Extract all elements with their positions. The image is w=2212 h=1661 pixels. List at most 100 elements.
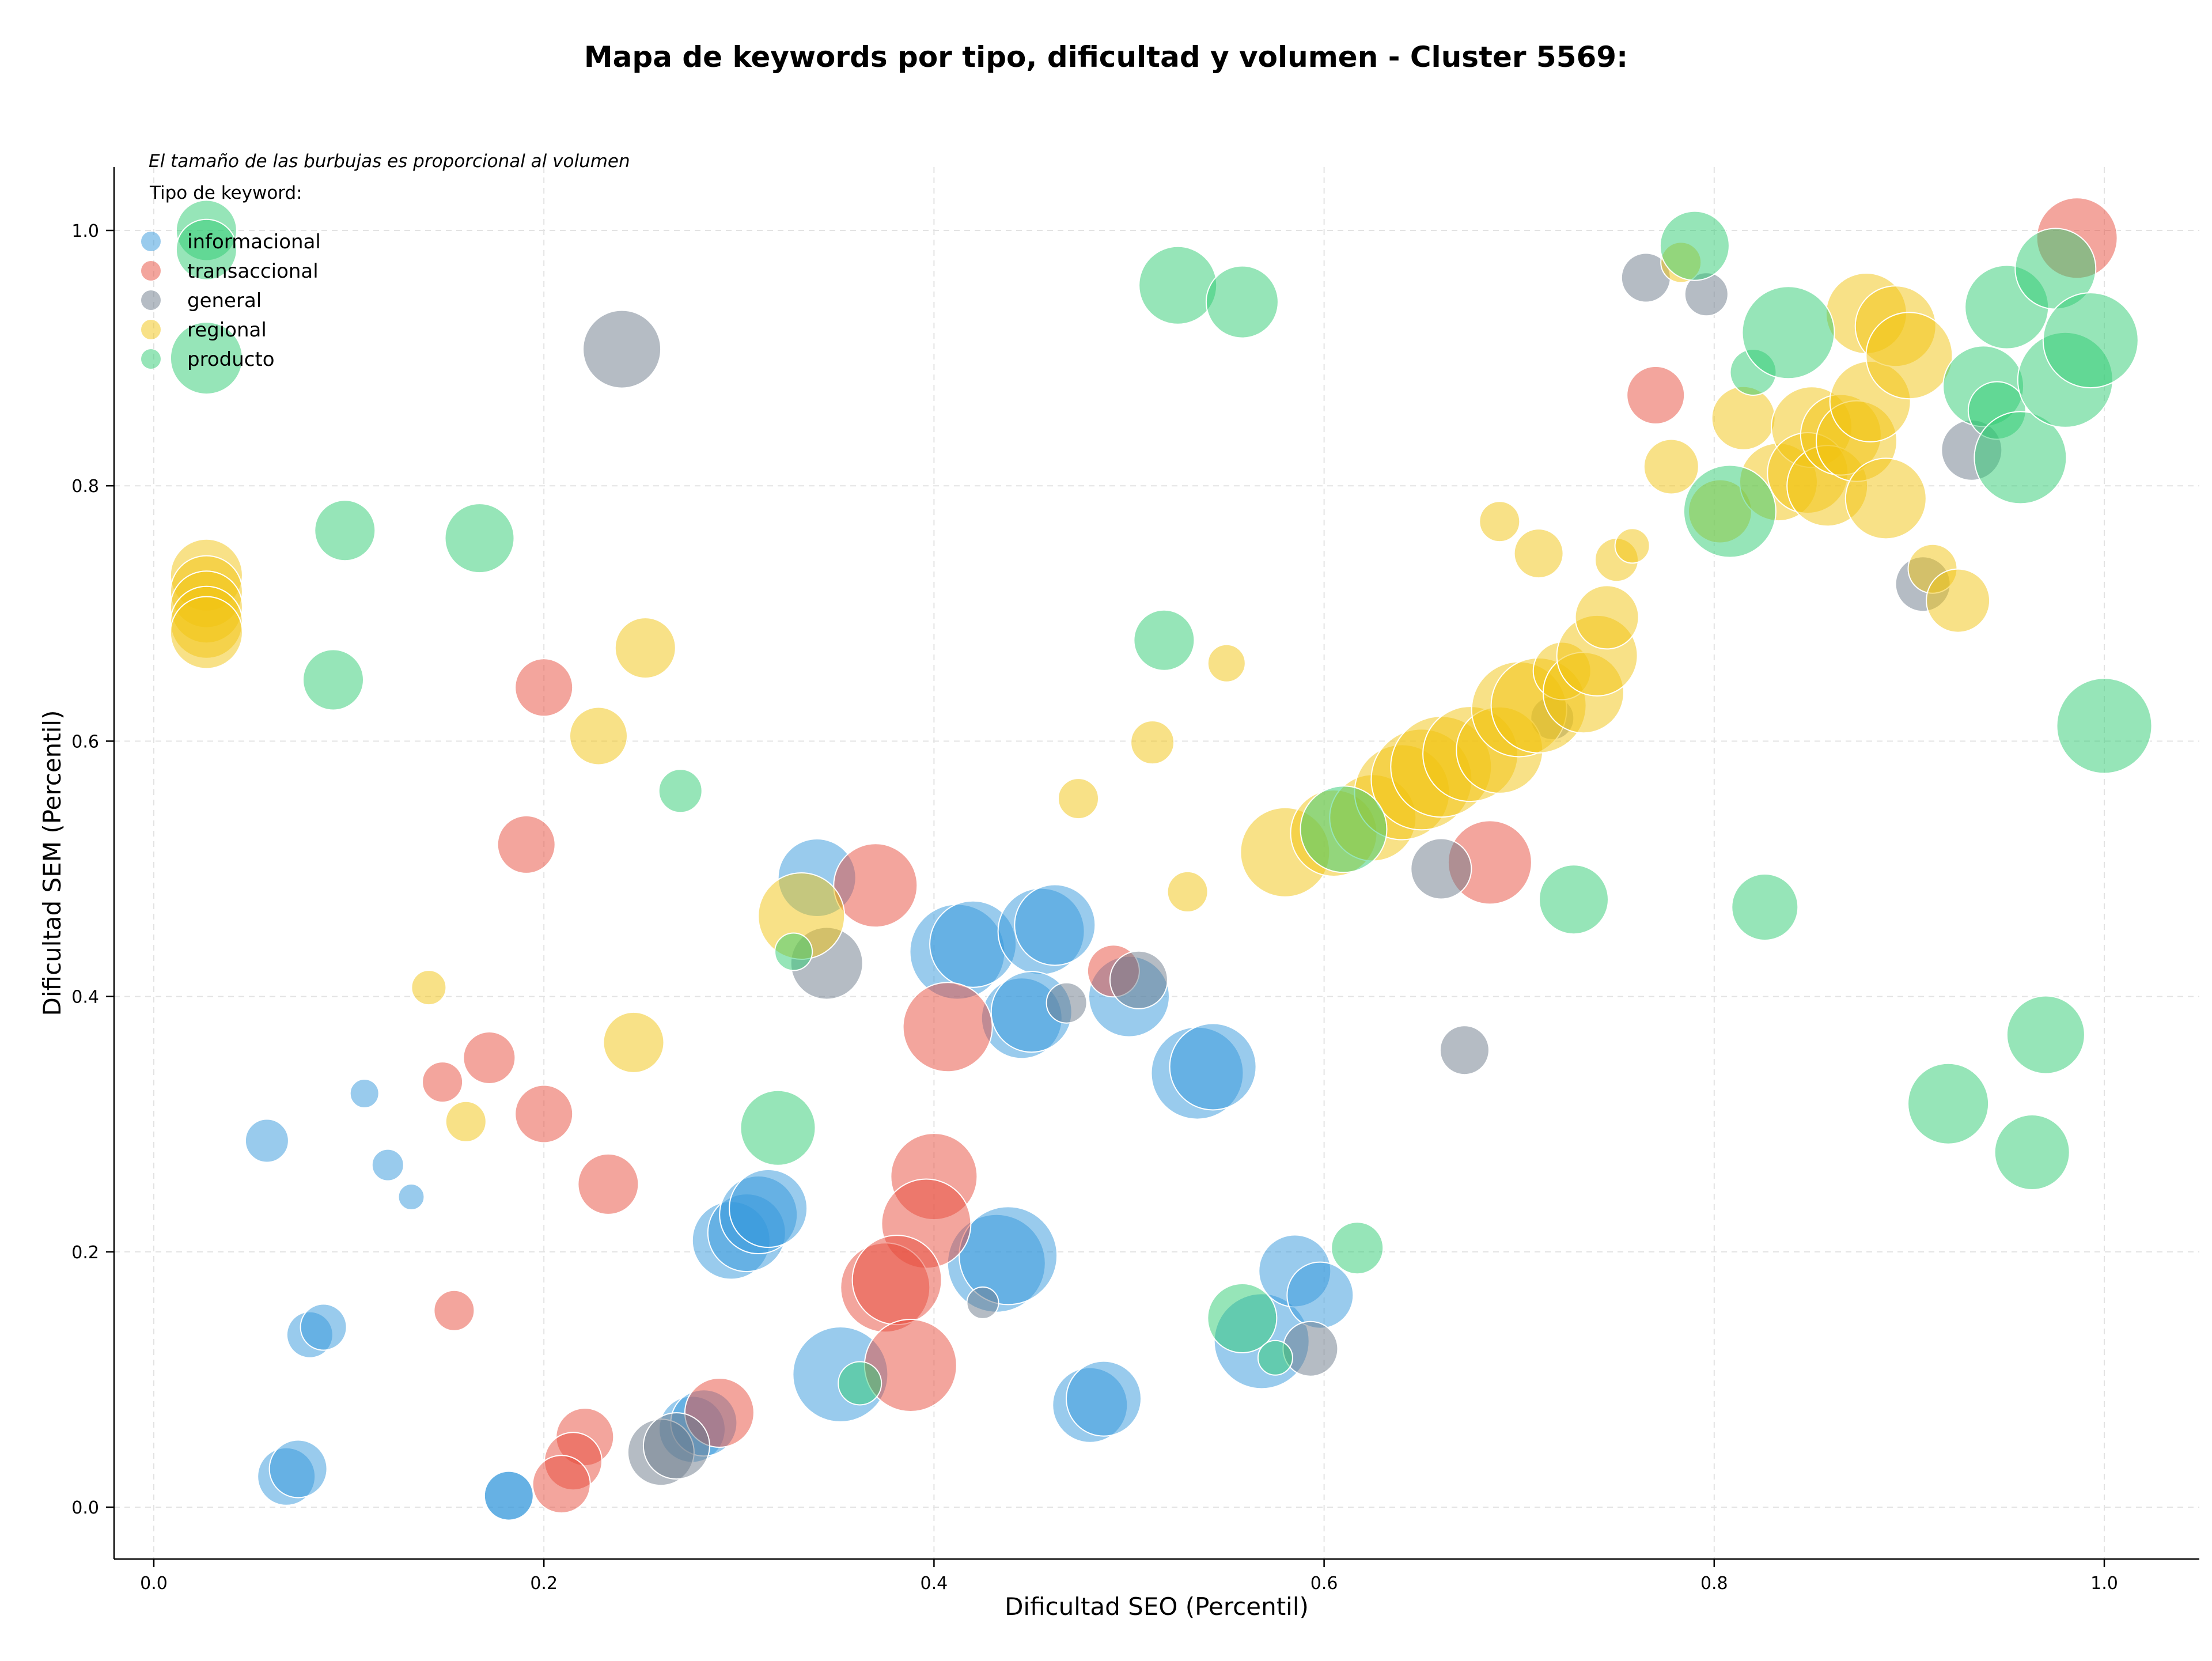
y-tick-label: 0.2 — [71, 1243, 99, 1263]
size-note: El tamaño de las burbujas es proporciona… — [149, 151, 630, 172]
bubble-regional — [1166, 871, 1209, 913]
bubble-transaccional — [514, 658, 574, 717]
bubble-producto — [774, 932, 813, 971]
bubble-informacional — [244, 1118, 289, 1163]
bubble-informacional — [1286, 1261, 1354, 1329]
axes — [113, 167, 2199, 1560]
bubble-producto — [175, 218, 237, 281]
legend-marker — [141, 261, 161, 281]
y-tick-label: 0.6 — [71, 732, 99, 752]
bubble-informacional — [483, 1470, 534, 1521]
x-tick-label: 0.4 — [921, 1573, 948, 1594]
bubble-producto — [1138, 245, 1218, 325]
bubble-regional — [1058, 778, 1099, 820]
y-tick-label: 0.8 — [71, 476, 99, 497]
bubble-transaccional — [851, 1235, 942, 1326]
x-tick-label: 1.0 — [2090, 1573, 2118, 1594]
y-axis-title: Dificultad SEM (Percentil) — [38, 710, 66, 1016]
bubble-producto — [444, 503, 515, 574]
bubble-general — [966, 1286, 999, 1319]
legend-label: producto — [187, 348, 275, 371]
bubble-regional — [1643, 438, 1699, 495]
bubble-transaccional — [577, 1153, 639, 1215]
plot-area — [169, 197, 2153, 1521]
bubble-regional — [411, 970, 447, 1006]
legend-label: informacional — [187, 230, 321, 253]
bubble-producto — [838, 1361, 882, 1406]
bubble-producto — [2042, 292, 2139, 389]
bubble-informacional — [1066, 1360, 1142, 1437]
legend-marker — [141, 320, 161, 339]
bubble-producto — [169, 321, 243, 395]
bubble-producto — [1731, 873, 1799, 941]
x-tick-label: 0.8 — [1700, 1573, 1728, 1594]
legend: Tipo de keyword: informacional transaccio… — [141, 183, 321, 371]
bubble-producto — [2006, 995, 2085, 1074]
bubble-regional — [1844, 457, 1927, 540]
bubble-regional — [1711, 385, 1776, 451]
bubble-informacional — [397, 1183, 425, 1210]
chart-title: Mapa de keywords por tipo, dificultad y … — [584, 40, 1628, 74]
bubble-regional — [1130, 720, 1175, 765]
bubble-regional — [1479, 501, 1521, 543]
legend-marker — [141, 349, 161, 369]
bubble-producto — [1300, 785, 1388, 873]
bubble-transaccional — [1626, 365, 1685, 425]
bubble-regional — [1926, 568, 1991, 633]
bubble-producto — [1133, 609, 1195, 671]
y-tick-label: 1.0 — [71, 221, 99, 241]
bubble-producto — [314, 500, 376, 562]
bubble-producto — [1741, 286, 1835, 380]
bubble-producto — [1207, 1283, 1278, 1353]
bubble-regional — [603, 1011, 665, 1073]
bubble-transaccional — [902, 982, 993, 1073]
bubble-transaccional — [833, 843, 918, 928]
bubble-transaccional — [433, 1289, 475, 1331]
bubble-regional — [1865, 312, 1953, 400]
x-tick-label: 0.2 — [530, 1573, 558, 1594]
bubble-informacional — [959, 1206, 1058, 1306]
bubble-producto — [1205, 265, 1279, 339]
bubble-regional — [1614, 528, 1650, 564]
bubble-transaccional — [514, 1084, 574, 1144]
bubble-producto — [1683, 464, 1777, 558]
x-tick-label: 0.6 — [1310, 1573, 1338, 1594]
bubble-general — [1439, 1025, 1490, 1076]
bubble-regional — [614, 617, 676, 679]
bubble-general — [1046, 982, 1088, 1024]
bubble-informacional — [300, 1303, 347, 1351]
bubble-regional — [1207, 644, 1246, 683]
bubble-informacional — [1014, 884, 1096, 966]
bubble-regional — [169, 596, 243, 669]
legend-title: Tipo de keyword: — [149, 183, 302, 203]
ticks: 0.0 0.2 0.4 0.6 0.8 1.0 0.0 0.2 0.4 0.6 0.8 1.0 — [71, 221, 2118, 1594]
bubble-producto — [1659, 210, 1730, 281]
legend-label: transaccional — [187, 260, 319, 283]
bubble-regional — [445, 1100, 487, 1142]
bubble-producto — [1907, 1062, 1990, 1145]
bubble-transaccional — [422, 1061, 464, 1103]
x-axis-title: Dificultad SEO (Percentil) — [1005, 1592, 1309, 1621]
bubble-informacional — [729, 1169, 808, 1248]
bubble-producto — [658, 769, 703, 814]
bubble-producto — [1257, 1340, 1293, 1376]
bubble-informacional — [371, 1148, 404, 1182]
bubble-informacional — [268, 1439, 328, 1499]
bubble-transaccional — [463, 1031, 516, 1084]
y-tick-label: 0.4 — [71, 987, 99, 1008]
bubble-general — [1282, 1321, 1339, 1377]
bubble-transaccional — [532, 1455, 591, 1514]
bubble-general — [1109, 950, 1168, 1009]
bubble-regional — [1513, 528, 1564, 579]
bubble-transaccional — [497, 815, 556, 874]
bubble-informacional — [349, 1079, 380, 1108]
y-tick-label: 0.0 — [71, 1498, 99, 1518]
bubble-producto — [1994, 1114, 2070, 1190]
bubble-producto — [302, 649, 364, 711]
bubble-transaccional — [863, 1319, 957, 1412]
bubble-general — [642, 1412, 710, 1480]
legend-label: regional — [187, 319, 267, 342]
bubble-informacional — [1169, 1023, 1257, 1111]
bubble-regional — [569, 706, 628, 766]
bubble-regional — [1574, 585, 1639, 650]
